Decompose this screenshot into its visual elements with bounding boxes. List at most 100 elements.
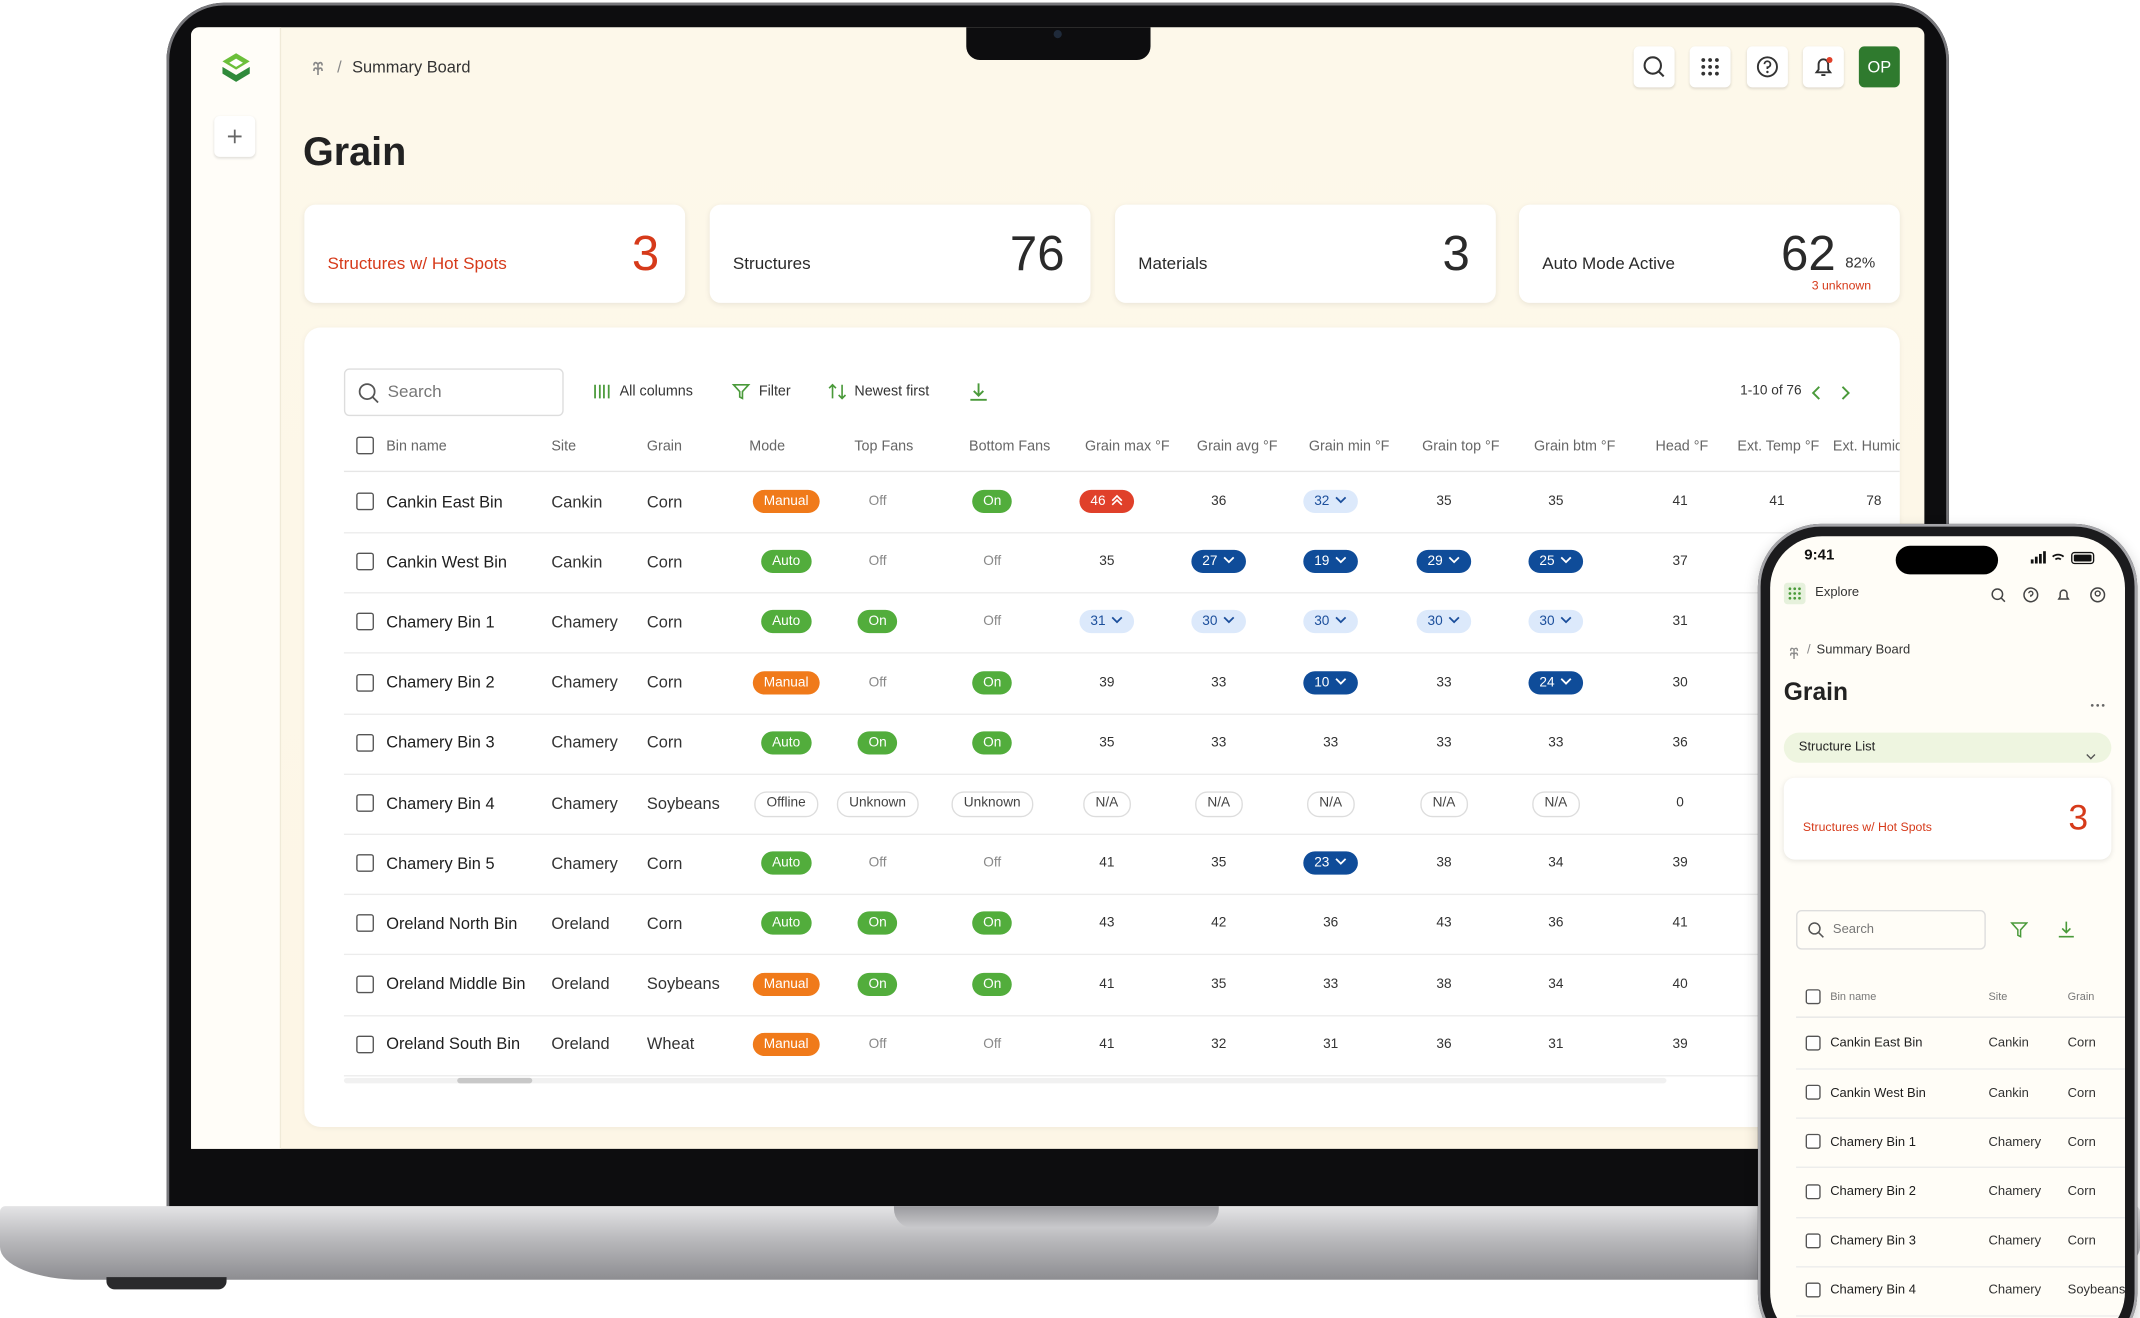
row-divider bbox=[1796, 1216, 2125, 1218]
checkbox[interactable] bbox=[356, 492, 374, 511]
icon bbox=[1814, 57, 1833, 76]
next-page[interactable] bbox=[1838, 383, 1852, 400]
icon-part bbox=[1793, 587, 1797, 591]
stat-card[interactable]: Materials 3 bbox=[1115, 204, 1496, 303]
row-divider bbox=[343, 954, 1900, 956]
icon bbox=[731, 383, 751, 400]
prev-page[interactable] bbox=[1810, 383, 1824, 400]
notifications-button[interactable] bbox=[1802, 46, 1844, 88]
download-icon[interactable] bbox=[2057, 920, 2076, 939]
badge-text: Auto bbox=[772, 855, 801, 871]
icon-part bbox=[1798, 587, 1801, 591]
checkbox[interactable] bbox=[356, 436, 374, 455]
stat-card[interactable]: Structures 76 bbox=[709, 204, 1091, 303]
stat-label: Auto Mode Active bbox=[1542, 254, 1675, 274]
columns-icon[interactable] bbox=[592, 382, 611, 401]
icon bbox=[1335, 677, 1347, 685]
icon bbox=[358, 383, 379, 404]
cell-text: Corn bbox=[2067, 1036, 2096, 1052]
icon-part bbox=[1708, 64, 1713, 69]
icon bbox=[1335, 617, 1347, 624]
stat-card[interactable]: Structures w/ Hot Spots 3 bbox=[1783, 777, 2112, 860]
help-button[interactable] bbox=[1746, 46, 1788, 88]
status-badge: Auto bbox=[761, 731, 812, 755]
logo[interactable] bbox=[218, 50, 253, 85]
toolbar-icon[interactable] bbox=[1990, 585, 2006, 603]
search-button[interactable] bbox=[1633, 46, 1675, 88]
badge-text: N/A bbox=[1095, 795, 1119, 811]
icon bbox=[1560, 617, 1572, 624]
badge-text: On bbox=[983, 735, 1002, 751]
checkbox[interactable] bbox=[356, 974, 374, 993]
search-icon bbox=[1807, 921, 1825, 939]
checkbox[interactable] bbox=[1805, 1282, 1821, 1298]
stat-card[interactable]: Auto Mode Active 62 82% 3 unknown bbox=[1519, 204, 1900, 303]
icon bbox=[2058, 921, 2074, 938]
icon-part bbox=[2023, 587, 2039, 603]
status-badge: Auto bbox=[761, 610, 812, 634]
apps-button[interactable] bbox=[1689, 46, 1731, 88]
stat-label: Structures w/ Hot Spots bbox=[327, 254, 507, 274]
search-box[interactable]: Search bbox=[343, 368, 564, 417]
icon-part bbox=[1788, 596, 1792, 600]
icon-part bbox=[1808, 922, 1821, 935]
status-badge: Manual bbox=[752, 972, 820, 996]
cell-text: Cankin bbox=[551, 491, 603, 512]
stat-value: 3 bbox=[1442, 224, 1470, 281]
stat-value: 62 bbox=[1781, 224, 1836, 281]
checkbox[interactable] bbox=[356, 914, 374, 933]
row-divider bbox=[1796, 1265, 2125, 1268]
checkbox[interactable] bbox=[1805, 989, 1821, 1005]
cell-text: 33 bbox=[1436, 735, 1452, 751]
icon-part bbox=[2090, 704, 2094, 707]
columns-button: All columns bbox=[619, 382, 693, 400]
column-header: Top Fans bbox=[854, 437, 914, 454]
avatar[interactable]: OP bbox=[1858, 46, 1900, 88]
cell-text: Soybeans bbox=[646, 793, 720, 813]
checkbox[interactable] bbox=[356, 733, 374, 752]
checkbox[interactable] bbox=[1805, 1183, 1821, 1199]
cell-text: 36 bbox=[1436, 1036, 1452, 1052]
cell-text: Corn bbox=[2067, 1233, 2096, 1249]
row-divider bbox=[1796, 1117, 2125, 1120]
search-box[interactable]: Search bbox=[1796, 910, 1986, 950]
icon-part bbox=[1560, 677, 1572, 685]
checkbox[interactable] bbox=[356, 613, 374, 631]
sort-icon[interactable] bbox=[827, 382, 847, 401]
badge-text: On bbox=[983, 674, 1002, 690]
toolbar-icon[interactable] bbox=[2023, 585, 2039, 603]
checkbox[interactable] bbox=[356, 673, 374, 692]
checkbox[interactable] bbox=[1805, 1035, 1821, 1051]
checkbox[interactable] bbox=[1805, 1233, 1821, 1249]
checkbox[interactable] bbox=[356, 552, 374, 571]
status-badge: Auto bbox=[761, 550, 812, 574]
toolbar-icon[interactable] bbox=[2055, 585, 2071, 601]
status-badge: 30 bbox=[1528, 610, 1584, 634]
cell-text: 35 bbox=[1099, 554, 1115, 570]
add-button[interactable] bbox=[214, 115, 256, 157]
filter-icon[interactable] bbox=[2010, 921, 2029, 939]
toolbar-icon[interactable] bbox=[2090, 585, 2106, 603]
checkbox[interactable] bbox=[356, 854, 374, 873]
more-button[interactable] bbox=[2090, 690, 2106, 707]
pagination: 1-10 of 76 bbox=[1740, 383, 1802, 399]
checkbox[interactable] bbox=[1805, 1134, 1821, 1150]
filter-icon[interactable] bbox=[731, 382, 751, 401]
download-icon[interactable] bbox=[968, 381, 990, 403]
structure-list-select[interactable]: Structure List bbox=[1783, 732, 2112, 763]
column-header: Mode bbox=[749, 437, 786, 454]
status-badge: On bbox=[857, 911, 898, 936]
checkbox[interactable] bbox=[356, 1035, 374, 1054]
stat-value: 76 bbox=[1009, 224, 1065, 281]
explore-icon[interactable] bbox=[1783, 582, 1806, 605]
checkbox[interactable] bbox=[1805, 1084, 1821, 1100]
icon-part bbox=[1223, 556, 1235, 564]
cell-text: 36 bbox=[1323, 916, 1339, 932]
row-divider bbox=[1796, 1167, 2125, 1169]
icon-part bbox=[2057, 589, 2070, 600]
cell-text: 36 bbox=[1548, 916, 1564, 932]
stat-card[interactable]: Structures w/ Hot Spots 3 bbox=[304, 204, 686, 303]
status-badge: Offline bbox=[754, 791, 819, 818]
checkbox[interactable] bbox=[356, 794, 374, 812]
scroll-thumb[interactable] bbox=[457, 1077, 533, 1084]
